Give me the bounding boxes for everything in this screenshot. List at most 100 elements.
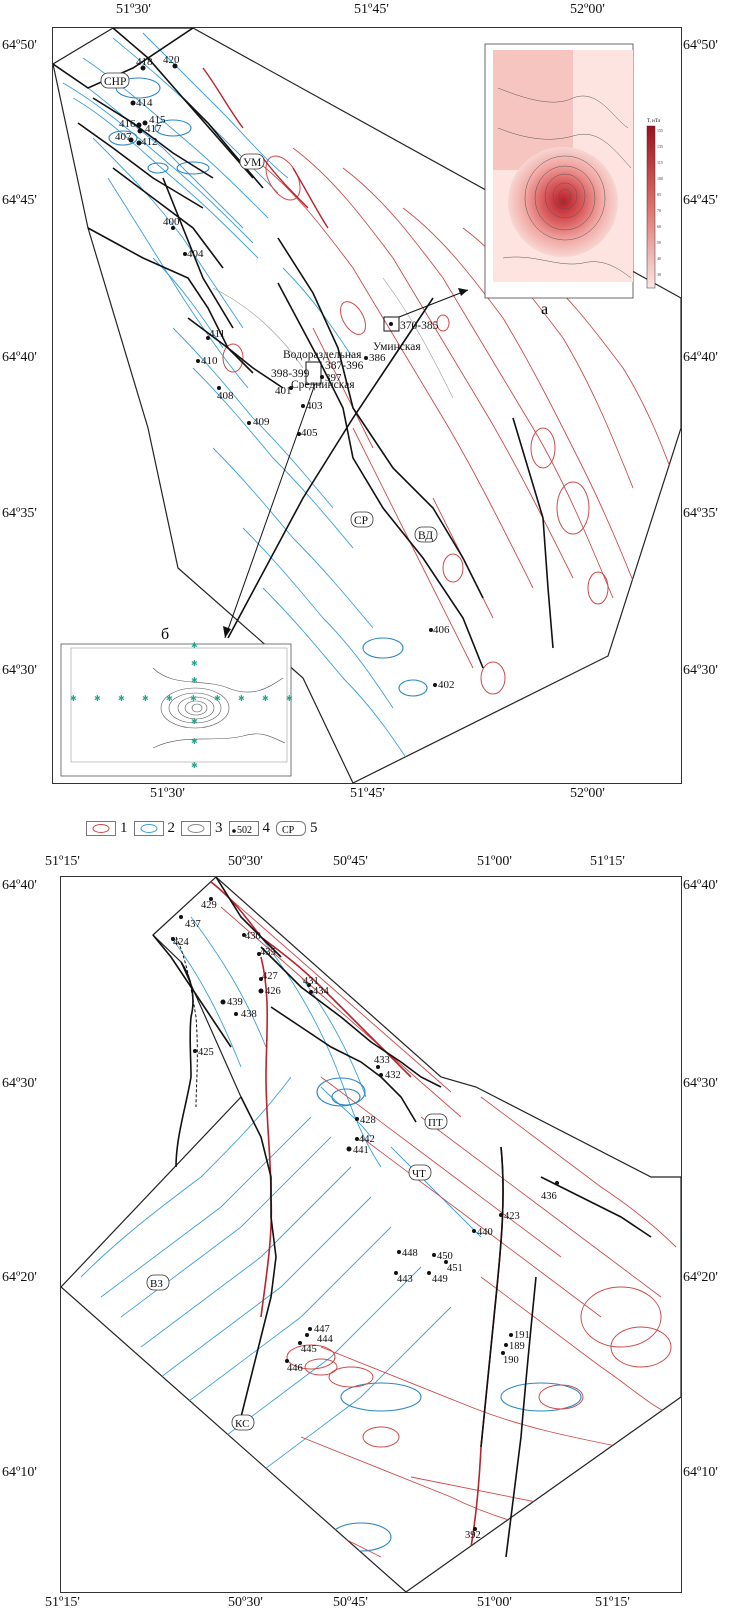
map1-point-418: 418	[136, 56, 153, 68]
svg-text:115: 115	[657, 160, 663, 165]
map2-lon-tick-3: 50º45'	[333, 854, 368, 869]
map2-sample-points	[171, 897, 559, 1531]
svg-text:✱: ✱	[94, 694, 101, 703]
map1-lon-tick-3: 52º00'	[570, 2, 605, 17]
map1-frame: T, нТл 155 135 115 100 85 70 60 50 40 30 а	[52, 27, 682, 784]
map1-lat-tick-l-4: 64º35'	[2, 506, 37, 521]
legend-item-2: 2	[133, 820, 175, 837]
map1-fault-VD: ВД	[418, 530, 433, 542]
legend-item-3: 3	[181, 820, 223, 837]
map2-fault-CHT: ЧТ	[412, 1168, 426, 1180]
map2-point-190: 190	[503, 1355, 519, 1366]
map2-lon-tick-b-5: 51º15'	[595, 1595, 630, 1610]
map1-point-405: 405	[301, 427, 318, 439]
map2-point-432: 432	[385, 1070, 401, 1081]
map2-lat-tick-r-2: 64º30'	[683, 1076, 718, 1091]
map1-range-370-385: 370-385	[400, 320, 439, 332]
svg-text:155: 155	[657, 128, 663, 133]
map1-lat-tick-l-3: 64º40'	[2, 350, 37, 365]
legend-item-1: 1	[86, 820, 128, 837]
map2-point-451: 451	[447, 1263, 463, 1274]
map2-point-423: 423	[504, 1211, 520, 1222]
svg-text:✱: ✱	[118, 694, 125, 703]
map2-lat-tick-l-1: 64º40'	[2, 878, 37, 893]
svg-text:85: 85	[657, 192, 661, 197]
legend-swatch-negative	[133, 820, 164, 836]
map2-point-441: 441	[353, 1145, 369, 1156]
svg-text:✱: ✱	[191, 737, 198, 746]
map1-point-402: 402	[438, 679, 455, 691]
map2-fault-PT: ПТ	[428, 1117, 443, 1129]
map2-point-445: 445	[301, 1344, 317, 1355]
legend-swatch-point: 502	[228, 820, 259, 836]
legend-label-4: 4	[262, 819, 271, 836]
map1-point-412: 412	[141, 136, 158, 148]
map1-lat-tick-r-3: 64º40'	[683, 350, 718, 365]
map1-box-387-396	[305, 361, 322, 385]
svg-text:70: 70	[657, 208, 661, 213]
legend-label-5: 5	[310, 819, 318, 836]
map1-inset-b-label: б	[161, 626, 169, 643]
svg-text:СР: СР	[282, 825, 295, 835]
map1-lat-tick-l-5: 64º30'	[2, 663, 37, 678]
map2-point-189: 189	[509, 1341, 525, 1352]
legend-swatch-zero	[181, 820, 211, 836]
map2-point-442: 442	[359, 1134, 375, 1145]
inset-a-colorbar-title: T, нТл	[647, 119, 661, 124]
map1-lat-tick-r-5: 64º30'	[683, 663, 718, 678]
svg-text:✱: ✱	[166, 694, 173, 703]
svg-text:✱: ✱	[191, 761, 198, 770]
map2-point-444: 444	[317, 1334, 334, 1345]
svg-text:✱: ✱	[262, 694, 269, 703]
map1-point-417: 417	[145, 123, 162, 135]
map2-point-449: 449	[432, 1274, 448, 1285]
map1-lat-tick-r-2: 64º45'	[683, 193, 718, 208]
map2-point-431: 431	[303, 976, 319, 987]
map1-point-407: 407	[115, 131, 132, 143]
svg-text:60: 60	[657, 224, 661, 229]
map2-point-433: 433	[374, 1055, 390, 1066]
svg-text:✱: ✱	[214, 694, 221, 703]
legend-item-5: СР 5	[276, 820, 318, 837]
map1-lon-tick-bottom-1: 51º30'	[150, 786, 185, 801]
map2-lat-tick-l-2: 64º30'	[2, 1076, 37, 1091]
map1-area-uminskaya: Уминская	[373, 341, 421, 353]
map1-range-387-396: 387-396	[325, 360, 364, 372]
svg-text:✱: ✱	[191, 659, 198, 668]
map2-lon-tick-b-1: 51º15'	[45, 1595, 80, 1610]
map1-box-370-385	[383, 316, 400, 332]
map1-area-vodorazdelnaya: Водораздельная	[283, 349, 362, 361]
map2-lat-tick-l-3: 64º20'	[2, 1270, 37, 1285]
map2-point-448: 448	[402, 1248, 418, 1259]
map2-survey-boundary	[61, 877, 681, 1592]
map2-lon-tick-5: 51º15'	[590, 854, 625, 869]
map2-point-191: 191	[514, 1330, 530, 1341]
map1-lat-tick-r-1: 64º50'	[683, 38, 718, 53]
map2-point-428: 428	[360, 1115, 376, 1126]
map2-contours	[80, 881, 677, 1558]
map1-fault-UM: УМ	[243, 157, 261, 169]
map1-point-406: 406	[433, 624, 450, 636]
svg-text:40: 40	[657, 256, 661, 261]
legend: 1 2 3 502 4 СР 5	[86, 818, 324, 838]
map1-point-414: 414	[136, 97, 153, 109]
map1-point-416: 416	[119, 118, 136, 130]
map1-lat-tick-l-1: 64º50'	[2, 38, 37, 53]
svg-text:✱: ✱	[286, 694, 293, 703]
map2-point-426: 426	[265, 986, 281, 997]
svg-text:✱: ✱	[238, 694, 245, 703]
map1-point-403: 403	[306, 400, 323, 412]
map1-point-401: 401	[275, 385, 292, 397]
map1-point-386: 386	[369, 352, 386, 364]
legend-swatch-fault: СР	[276, 820, 306, 836]
map2-lat-tick-r-3: 64º20'	[683, 1270, 718, 1285]
map2-point-438: 438	[241, 1009, 257, 1020]
map1-inset-a: T, нТл 155 135 115 100 85 70 60 50 40 30	[484, 43, 663, 299]
map1-inset-b: ✱ ✱ ✱ ✱ ✱ ✱ ✱ ✱ ✱ ✱ ✱ ✱ ✱ ✱ ✱ ✱	[60, 641, 293, 777]
map2-svg: 429 437 424 430 435 427 426 439 438 431 …	[61, 877, 681, 1592]
map2-point-443: 443	[397, 1274, 413, 1285]
map2-frame: 429 437 424 430 435 427 426 439 438 431 …	[60, 876, 682, 1593]
map2-lon-tick-b-3: 50º45'	[333, 1595, 368, 1610]
map2-fault-lines	[152, 877, 652, 1558]
legend-item-4: 502 4	[228, 819, 271, 837]
